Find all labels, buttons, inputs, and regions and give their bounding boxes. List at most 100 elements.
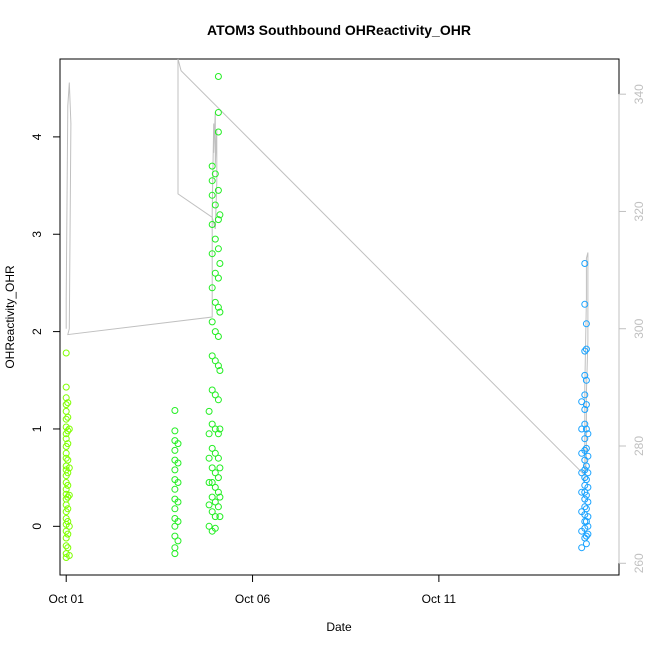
data-point	[582, 476, 590, 484]
data-point	[582, 505, 590, 513]
data-point	[208, 318, 216, 326]
data-point	[581, 420, 589, 428]
x-tick-label: Oct 01	[49, 592, 85, 606]
data-point	[582, 345, 590, 353]
y-tick-label: 1	[30, 425, 44, 432]
data-point	[208, 177, 216, 185]
data-point	[214, 362, 222, 370]
data-point	[211, 391, 219, 399]
data-point	[211, 235, 219, 243]
data-point	[205, 501, 213, 509]
data-point	[65, 491, 73, 499]
data-point	[208, 508, 216, 516]
points-layer	[62, 73, 592, 561]
data-point	[171, 532, 179, 540]
data-point	[174, 440, 182, 448]
data-point	[581, 406, 589, 413]
data-point	[205, 479, 213, 486]
data-point	[214, 396, 222, 404]
data-point	[216, 513, 224, 521]
data-point	[216, 425, 224, 433]
data-point	[62, 415, 70, 423]
data-point	[211, 298, 219, 306]
data-point	[216, 308, 224, 316]
data-point	[211, 170, 219, 178]
x-axis: Oct 01 Oct 06 Oct 11	[49, 574, 457, 606]
data-point	[174, 479, 182, 486]
data-point	[214, 474, 222, 482]
data-point	[205, 430, 213, 438]
series-line-layer	[65, 58, 589, 482]
x-tick-label: Oct 06	[235, 592, 271, 606]
data-point	[64, 413, 72, 421]
y2-tick-label: 260	[632, 553, 646, 573]
y2-tick-label: 320	[632, 201, 646, 221]
data-point	[581, 474, 589, 482]
data-point	[62, 501, 70, 509]
data-point	[174, 498, 182, 506]
data-point	[581, 371, 589, 379]
data-point	[64, 469, 72, 477]
data-point	[64, 544, 72, 552]
data-point	[208, 191, 216, 199]
data-point	[65, 425, 73, 433]
data-point	[208, 221, 216, 228]
data-point	[62, 542, 70, 550]
data-point	[582, 401, 590, 409]
y2-tick-label: 340	[632, 84, 646, 104]
data-point	[584, 469, 592, 477]
data-point	[62, 454, 70, 462]
y-axis: 0 1 2 3 4	[30, 133, 61, 530]
data-point	[582, 320, 590, 328]
data-point	[581, 300, 589, 308]
data-point	[214, 454, 222, 462]
data-point	[64, 427, 72, 435]
data-point	[214, 503, 222, 511]
data-point	[174, 518, 182, 525]
data-point	[578, 544, 586, 552]
data-point	[65, 464, 73, 472]
data-point	[64, 493, 72, 501]
data-point	[214, 488, 222, 496]
data-point	[171, 522, 179, 530]
data-point	[171, 466, 179, 474]
data-point	[62, 349, 70, 357]
data-point	[584, 452, 592, 460]
data-point	[584, 498, 592, 506]
data-point	[171, 485, 179, 493]
data-point	[64, 440, 72, 448]
data-point	[62, 383, 70, 391]
data-point	[171, 407, 179, 414]
y2-tick-label: 280	[632, 436, 646, 456]
data-point	[214, 430, 222, 438]
y-tick-label: 4	[30, 133, 44, 140]
data-point	[64, 518, 72, 525]
data-point	[581, 347, 589, 355]
data-point	[582, 540, 590, 548]
data-point	[174, 537, 182, 545]
data-point	[211, 425, 219, 433]
y-tick-label: 2	[30, 328, 44, 335]
x-tick-label: Oct 11	[422, 592, 457, 606]
data-point	[205, 407, 213, 415]
data-point	[584, 483, 592, 491]
data-point	[211, 328, 219, 336]
data-point	[208, 250, 216, 258]
data-point	[211, 269, 219, 277]
data-point	[584, 513, 592, 521]
data-point	[62, 435, 70, 443]
data-point	[581, 435, 589, 443]
data-point	[62, 407, 70, 415]
data-point	[214, 73, 222, 80]
data-point	[214, 216, 222, 224]
data-point	[208, 162, 216, 170]
data-point	[62, 449, 70, 457]
data-point	[582, 462, 590, 470]
y2-axis: 260 280 300 320 340	[618, 84, 646, 573]
data-point	[211, 513, 219, 521]
data-point	[582, 444, 590, 452]
data-point	[64, 505, 72, 513]
data-point	[214, 274, 222, 282]
data-point	[216, 493, 224, 501]
data-point	[208, 420, 216, 428]
